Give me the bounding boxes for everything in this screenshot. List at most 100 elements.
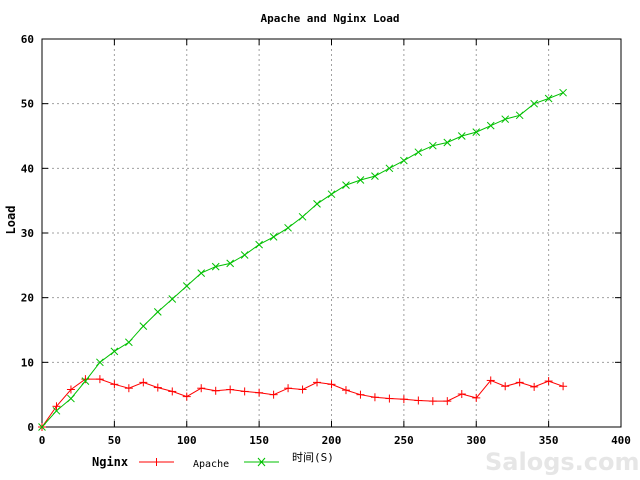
data-point-apache [240,387,249,396]
data-point-nginx [153,308,162,316]
data-point-nginx [298,212,307,221]
data-point-nginx [197,269,206,277]
x-axis-label: 时间(S) [292,451,334,464]
data-point-apache [327,380,336,389]
data-point-apache [515,378,524,387]
x-tick-label: 350 [539,434,559,447]
data-point-nginx [182,282,191,290]
data-point-apache [399,395,408,404]
data-point-apache [544,377,553,386]
data-point-nginx [52,406,61,415]
data-point-apache [95,375,104,384]
data-point-apache [559,382,568,391]
data-point-nginx [414,148,423,157]
x-tick-label: 400 [611,434,631,447]
data-point-nginx [385,164,394,173]
data-point-nginx [38,423,46,431]
data-point-nginx [327,190,336,199]
data-point-nginx [371,172,379,180]
x-tick-label: 0 [39,434,46,447]
series-line-nginx [41,92,564,428]
data-point-nginx [269,233,278,241]
data-point-apache [211,386,220,395]
y-tick-label: 30 [21,227,34,240]
data-point-apache [197,384,206,393]
data-point-apache [530,382,539,391]
data-point-nginx [313,200,321,208]
data-point-nginx [67,394,75,403]
data-point-apache [110,380,119,389]
watermark: Salogs.com [485,448,640,476]
data-point-nginx [544,94,553,103]
data-point-apache [370,393,379,402]
x-tick-label: 50 [108,434,121,447]
axis-ticks: 0 50 100 150 200 250 300 350 400 0 10 20 30 40 50 60 [21,33,631,447]
data-point-apache [313,378,322,387]
data-point-nginx [81,377,90,385]
data-point-nginx [472,128,481,136]
series-apache [38,375,568,431]
legend-apache-swatch [139,458,174,466]
x-tick-label: 250 [394,434,414,447]
data-point-nginx [515,111,524,120]
data-point-apache [428,397,437,406]
data-point-nginx [501,115,510,124]
data-point-apache [168,387,177,396]
y-tick-label: 50 [21,98,34,111]
data-point-apache [269,390,278,399]
data-point-nginx [559,88,567,97]
y-tick-label: 20 [21,292,34,305]
data-point-apache [414,396,423,405]
x-tick-label: 100 [177,434,197,447]
data-point-apache [341,386,350,395]
data-point-nginx [443,138,452,147]
data-point-nginx [486,121,495,130]
data-point-nginx [342,181,350,190]
data-point-apache [52,402,61,411]
data-point-nginx [226,259,235,268]
data-point-apache [457,390,466,399]
legend-nginx-swatch [244,457,279,467]
x-tick-label: 300 [466,434,486,447]
legend-apache-label: Apache [193,459,229,470]
x-tick-label: 200 [322,434,342,447]
y-tick-label: 60 [21,33,34,46]
data-point-nginx [284,223,292,232]
data-point-nginx [356,176,365,184]
data-point-nginx [457,132,466,140]
data-point-apache [298,385,307,394]
y-axis-label: Load [4,206,18,235]
data-point-nginx [240,251,249,259]
series-group [38,88,568,431]
data-point-apache [255,388,264,397]
gridlines [42,39,621,427]
data-point-nginx [428,141,437,150]
series-nginx [38,88,567,431]
data-point-apache [284,384,293,393]
data-point-apache [226,385,235,394]
y-tick-label: 0 [27,421,34,434]
data-point-nginx [400,156,408,165]
data-point-apache [501,382,510,391]
data-point-nginx [530,99,539,108]
chart-title: Apache and Nginx Load [260,12,399,25]
data-point-apache [153,383,162,392]
data-point-nginx [110,347,119,356]
data-point-nginx [96,358,104,367]
data-point-apache [385,394,394,403]
data-point-nginx [124,338,133,347]
data-point-nginx [211,262,220,271]
data-point-nginx [139,322,148,330]
data-point-apache [66,385,75,394]
x-tick-label: 150 [249,434,269,447]
data-point-nginx [255,240,263,249]
data-point-apache [472,393,481,402]
y-tick-label: 10 [21,356,34,369]
legend-title: Nginx [92,455,128,469]
data-point-apache [124,384,133,393]
y-tick-label: 40 [21,162,34,175]
data-point-apache [182,392,191,401]
data-point-apache [81,375,90,384]
data-point-apache [486,376,495,385]
